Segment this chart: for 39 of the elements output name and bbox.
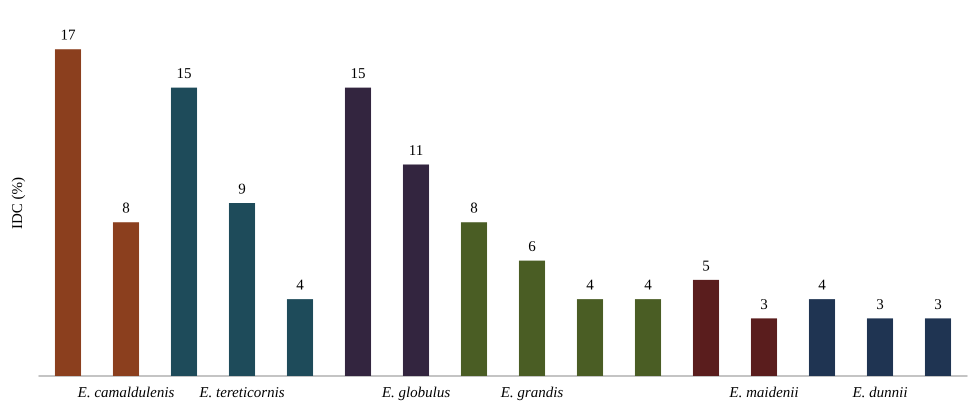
x-tick-label: E. dunnii [852,384,908,401]
bar [112,222,140,376]
y-axis-title: IDC (%) [10,176,26,230]
data-label: 8 [470,200,478,217]
bar [576,299,604,376]
data-label: 15 [350,66,366,82]
data-label: 17 [60,28,76,44]
bar [460,222,488,376]
bar [54,49,82,376]
bar [518,260,546,376]
data-label: 3 [876,296,884,313]
bar [808,299,836,376]
bar [866,318,894,376]
data-label: 4 [586,278,594,294]
data-label: 6 [528,239,536,256]
data-label: 5 [702,258,710,274]
bar [924,318,952,376]
bar [228,203,256,376]
bar [344,88,372,376]
x-tick-label: E. tereticornis [198,384,285,401]
bar [692,280,720,376]
bar [286,299,314,376]
data-label: 15 [176,66,192,82]
bar [634,299,662,376]
x-tick-label: E. globulus [380,384,450,401]
data-label: 4 [296,278,304,294]
x-tick-label: E. maidenii [728,384,799,401]
bar [750,318,778,376]
x-tick-label: E. camaldulenis [76,384,174,401]
data-label: 3 [760,296,768,313]
x-tick-label: E. grandis [500,384,564,401]
data-label: 11 [408,142,424,159]
data-label: 4 [644,278,652,294]
data-label: 3 [934,296,942,313]
data-label: 8 [122,200,130,217]
data-label: 9 [238,181,246,198]
bar [402,164,430,376]
data-label: 4 [818,278,826,294]
bar [170,88,198,376]
